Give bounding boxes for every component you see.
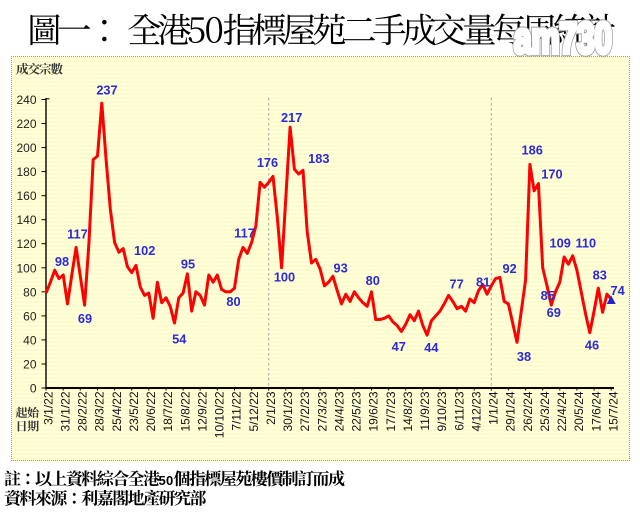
- svg-text:240: 240: [16, 93, 36, 107]
- svg-text:14/8/23: 14/8/23: [401, 391, 415, 431]
- svg-text:80: 80: [226, 294, 240, 309]
- svg-text:31/1/22: 31/1/22: [58, 391, 72, 431]
- svg-text:109: 109: [550, 236, 571, 251]
- svg-text:100: 100: [274, 270, 295, 285]
- svg-text:20: 20: [23, 358, 37, 372]
- svg-text:2/1/23: 2/1/23: [264, 391, 278, 425]
- svg-text:93: 93: [333, 261, 347, 276]
- svg-text:170: 170: [541, 167, 562, 182]
- svg-text:15/8/22: 15/8/22: [178, 391, 192, 431]
- svg-text:9/10/23: 9/10/23: [435, 391, 449, 431]
- svg-text:69: 69: [547, 305, 561, 320]
- svg-text:29/1/24: 29/1/24: [504, 391, 518, 431]
- svg-text:46: 46: [585, 338, 599, 353]
- svg-text:am730: am730: [514, 14, 612, 63]
- svg-text:98: 98: [55, 254, 69, 269]
- svg-text:12/9/22: 12/9/22: [195, 391, 209, 431]
- svg-text:0: 0: [30, 382, 37, 396]
- svg-text:40: 40: [23, 333, 37, 347]
- svg-text:80: 80: [23, 285, 37, 299]
- svg-text:117: 117: [67, 227, 88, 242]
- svg-text:117: 117: [234, 226, 255, 241]
- svg-text:44: 44: [424, 340, 439, 355]
- svg-text:4/12/23: 4/12/23: [469, 391, 483, 431]
- svg-text:28/3/22: 28/3/22: [93, 391, 107, 431]
- svg-text:24/4/23: 24/4/23: [332, 391, 346, 431]
- svg-text:38: 38: [517, 349, 531, 364]
- svg-text:22/4/24: 22/4/24: [555, 391, 569, 431]
- svg-text:140: 140: [16, 213, 36, 227]
- svg-text:83: 83: [593, 267, 607, 282]
- svg-text:237: 237: [96, 83, 117, 98]
- svg-text:77: 77: [449, 276, 463, 291]
- svg-text:5/12/22: 5/12/22: [247, 391, 261, 431]
- svg-text:15/7/24: 15/7/24: [606, 391, 620, 431]
- svg-text:am730: am730: [514, 14, 612, 63]
- svg-text:10/10/22: 10/10/22: [213, 391, 227, 438]
- svg-text:7/11/22: 7/11/22: [230, 391, 244, 430]
- svg-text:25/3/24: 25/3/24: [538, 391, 552, 431]
- svg-text:11/9/23: 11/9/23: [418, 391, 432, 430]
- svg-text:69: 69: [78, 311, 92, 326]
- svg-text:95: 95: [181, 257, 195, 272]
- svg-text:18/7/22: 18/7/22: [161, 391, 175, 431]
- svg-text:23/5/22: 23/5/22: [127, 391, 141, 431]
- svg-text:27/2/23: 27/2/23: [298, 391, 312, 431]
- svg-text:120: 120: [16, 237, 36, 251]
- svg-text:5: 5: [159, 473, 166, 488]
- svg-text:100: 100: [16, 261, 36, 275]
- svg-text:110: 110: [575, 236, 596, 251]
- svg-text:3/1/22: 3/1/22: [41, 391, 55, 425]
- svg-text:17/7/23: 17/7/23: [384, 391, 398, 431]
- svg-text:47: 47: [392, 339, 406, 354]
- svg-text:180: 180: [16, 165, 36, 179]
- svg-text:25/4/22: 25/4/22: [110, 391, 124, 431]
- svg-text:20/5/24: 20/5/24: [572, 391, 586, 431]
- svg-text:200: 200: [16, 141, 36, 155]
- svg-text:22/5/23: 22/5/23: [350, 391, 364, 431]
- svg-text:17/6/24: 17/6/24: [589, 391, 603, 431]
- svg-text:28/2/22: 28/2/22: [76, 391, 90, 431]
- svg-text:176: 176: [257, 155, 278, 170]
- svg-text:217: 217: [281, 110, 302, 125]
- svg-text:80: 80: [366, 273, 380, 288]
- svg-text:81: 81: [476, 274, 490, 289]
- svg-text:183: 183: [308, 151, 329, 166]
- svg-text:30/1/23: 30/1/23: [281, 391, 295, 431]
- svg-text:27/3/23: 27/3/23: [315, 391, 329, 431]
- svg-text:19/6/23: 19/6/23: [367, 391, 381, 431]
- svg-text:60: 60: [23, 309, 37, 323]
- svg-text:220: 220: [16, 117, 36, 131]
- svg-text:6/11/23: 6/11/23: [452, 391, 466, 430]
- svg-text:102: 102: [134, 243, 155, 258]
- svg-text:92: 92: [502, 261, 516, 276]
- svg-text:160: 160: [16, 189, 36, 203]
- svg-text:85: 85: [541, 288, 555, 303]
- svg-text:26/2/24: 26/2/24: [521, 391, 535, 431]
- svg-text:54: 54: [172, 331, 187, 346]
- svg-text:1/1/24: 1/1/24: [487, 391, 501, 425]
- svg-text:20/6/22: 20/6/22: [144, 391, 158, 431]
- svg-text:0: 0: [166, 473, 173, 488]
- svg-text:74: 74: [610, 283, 625, 298]
- svg-text:186: 186: [522, 142, 543, 157]
